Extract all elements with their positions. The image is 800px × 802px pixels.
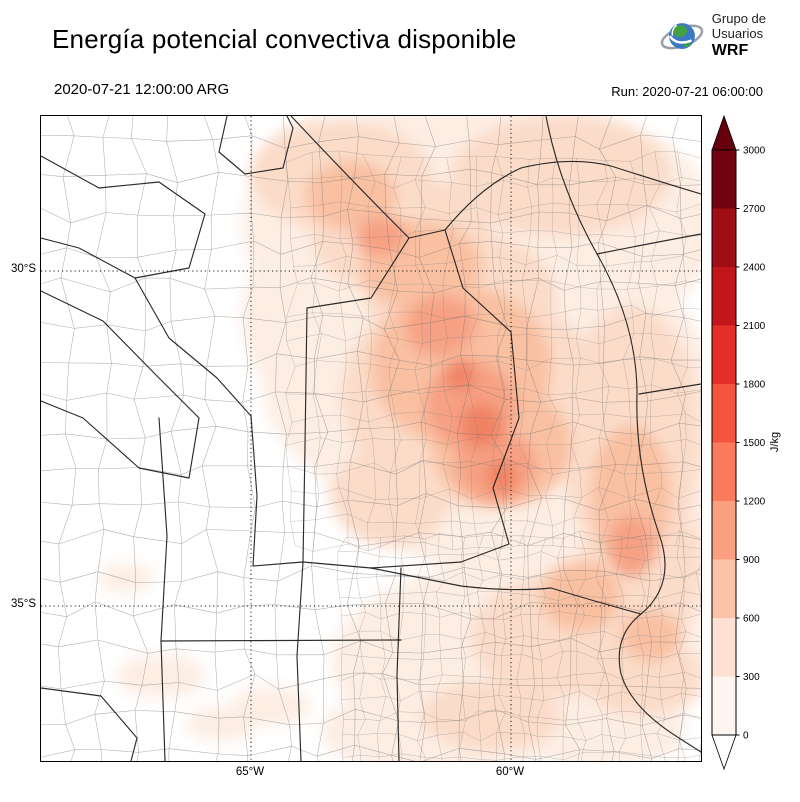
department-boundaries-mesh — [41, 116, 701, 761]
svg-text:900: 900 — [743, 555, 760, 566]
svg-text:3000: 3000 — [743, 146, 766, 157]
colorbar-ticks: 0 300 600 900 1200 1500 1800 2100 2400 2700 3000 — [736, 146, 766, 742]
colorbar-bands — [712, 150, 736, 736]
svg-text:2100: 2100 — [743, 321, 766, 332]
map-canvas — [41, 116, 701, 761]
graticule — [41, 116, 701, 761]
cape-shading-level4 — [447, 362, 516, 491]
lat-tick-35S: 35°S — [10, 598, 36, 610]
globe-icon — [660, 23, 704, 50]
department-boundaries-mesh-se — [336, 530, 701, 761]
logo-text-line2: Usuarios — [711, 25, 764, 41]
svg-text:0: 0 — [743, 731, 749, 742]
province-boundaries — [41, 116, 701, 761]
svg-text:2700: 2700 — [743, 204, 766, 215]
lon-tick-60W: 60°W — [495, 766, 525, 778]
svg-text:1200: 1200 — [743, 497, 766, 508]
logo-text-wrf: WRF — [711, 41, 749, 59]
svg-text:600: 600 — [743, 614, 760, 625]
department-boundaries-mesh-ne — [285, 150, 701, 552]
lon-tick-65W: 65°W — [235, 766, 265, 778]
colorbar-units-label: J/kg — [769, 432, 781, 452]
svg-text:2400: 2400 — [743, 263, 766, 274]
page-title: Energía potencial convectiva disponible — [52, 24, 517, 54]
cape-map-panel — [40, 115, 702, 762]
colorbar: 0 300 600 900 1200 1500 1800 2100 2400 2700 3000 J… — [711, 114, 781, 771]
svg-text:1500: 1500 — [743, 438, 766, 449]
colorbar-under-arrow — [711, 734, 737, 771]
svg-text:300: 300 — [743, 672, 760, 683]
lat-tick-30S: 30°S — [10, 263, 36, 275]
logo-text-line1: Grupo de — [711, 11, 766, 26]
model-run-label: Run: 2020-07-21 06:00:00 — [611, 84, 763, 99]
valid-time-label: 2020-07-21 12:00:00 ARG — [54, 81, 230, 98]
colorbar-over-arrow — [711, 114, 737, 151]
svg-text:1800: 1800 — [743, 380, 766, 391]
wrf-users-group-logo: Grupo de Usuarios WRF — [659, 11, 766, 60]
